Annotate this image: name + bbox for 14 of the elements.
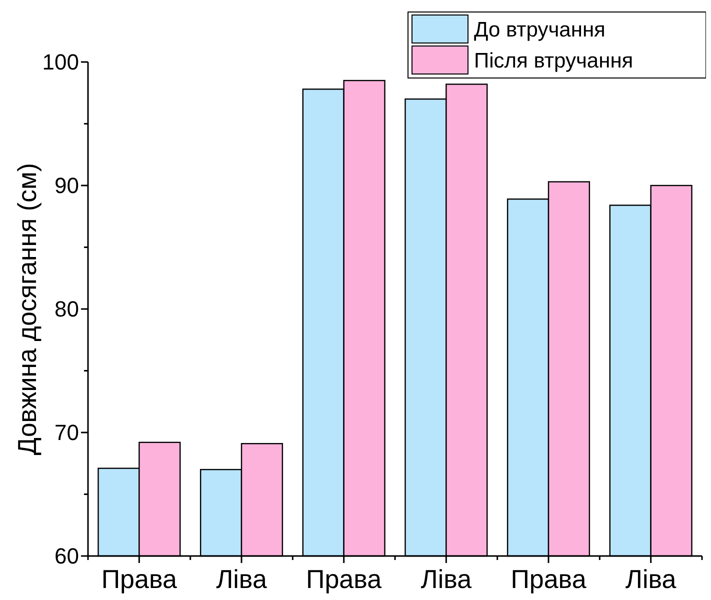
y-tick-label: 90 xyxy=(54,173,79,198)
x-tick-label: Права xyxy=(101,564,178,594)
legend-label: Після втручання xyxy=(474,49,634,72)
x-tick-label: Ліва xyxy=(420,564,472,594)
x-tick-label: Ліва xyxy=(625,564,677,594)
x-tick-label: Права xyxy=(510,564,587,594)
y-tick-label: 60 xyxy=(54,544,79,569)
y-tick-label: 100 xyxy=(42,50,79,75)
y-axis-title: Довжина досягання (см) xyxy=(12,162,42,456)
y-tick-label: 80 xyxy=(54,296,79,322)
legend-label: До втручання xyxy=(474,18,606,42)
y-tick-label: 70 xyxy=(54,420,79,446)
x-tick-label: Права xyxy=(306,564,382,594)
x-tick-label: Ліва xyxy=(216,564,268,594)
